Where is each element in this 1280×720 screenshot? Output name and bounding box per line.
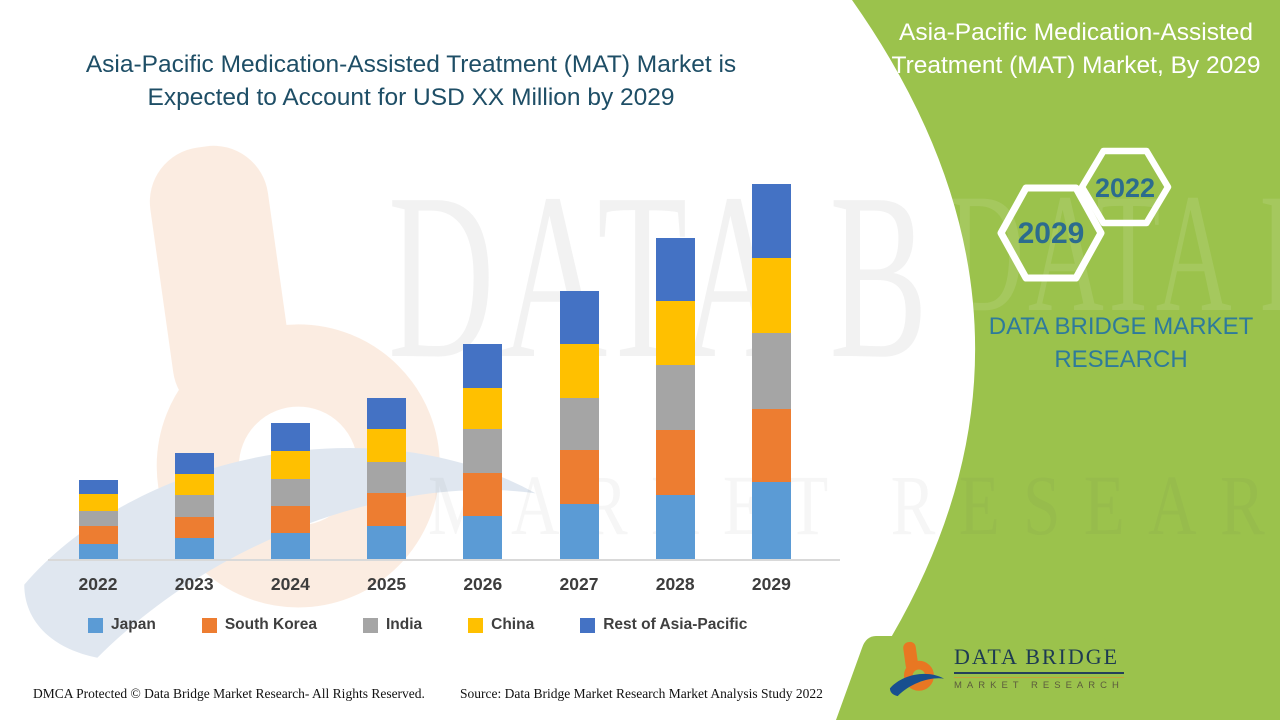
bar-segment-china xyxy=(78,494,118,511)
logo-text-block: DATA BRIDGE MARKET RESEARCH xyxy=(954,644,1124,691)
company-logo: DATA BRIDGE MARKET RESEARCH xyxy=(888,640,1124,698)
bar-segment-japan xyxy=(463,516,503,559)
bar-segment-south-korea xyxy=(655,430,695,495)
panel-title: Asia-Pacific Medication-Assisted Treatme… xyxy=(880,16,1272,82)
bar-segment-rest-of-asia-pacific xyxy=(270,423,310,451)
bar-segment-rest-of-asia-pacific xyxy=(78,480,118,494)
dmca-notice: DMCA Protected © Data Bridge Market Rese… xyxy=(33,686,425,701)
legend-label: South Korea xyxy=(224,616,317,633)
bar-segment-rest-of-asia-pacific xyxy=(559,291,599,344)
bar-segment-rest-of-asia-pacific xyxy=(463,344,503,388)
data-bridge-logo-icon xyxy=(889,641,945,697)
bar-segment-rest-of-asia-pacific xyxy=(751,184,791,258)
bar-segment-rest-of-asia-pacific xyxy=(367,398,407,429)
bar-segment-india xyxy=(270,479,310,506)
legend-swatch-icon xyxy=(580,617,596,633)
page-title: Asia-Pacific Medication-Assisted Treatme… xyxy=(58,48,764,114)
legend-item-china: China xyxy=(468,616,534,634)
bar-segment-china xyxy=(174,474,214,495)
logo-name: DATA BRIDGE xyxy=(954,644,1124,674)
bar-segment-japan xyxy=(559,504,599,559)
x-axis-line xyxy=(48,559,840,561)
legend-label: China xyxy=(491,616,535,633)
legend-swatch-icon xyxy=(88,617,103,633)
brand-name-line1: DATA BRIDGE MARKET xyxy=(988,313,1254,340)
bar-2026 xyxy=(463,344,503,559)
panel-title-line2: Treatment (MAT) Market, By 2029 xyxy=(891,52,1261,79)
bar-segment-china xyxy=(655,301,695,365)
hexagon-2022-label: 2022 xyxy=(1095,173,1155,203)
hexagon-2029-label: 2029 xyxy=(1018,217,1085,250)
legend-swatch-icon xyxy=(201,617,217,633)
bar-segment-south-korea xyxy=(174,517,214,538)
bar-segment-rest-of-asia-pacific xyxy=(655,238,695,301)
chart-legend: Japan South Korea India China Rest of Asia-P… xyxy=(88,616,747,634)
x-axis-label-2025: 2025 xyxy=(367,574,407,594)
bar-segment-south-korea xyxy=(270,506,310,533)
year-hexagons: 2029 2022 xyxy=(997,147,1172,282)
x-axis-label-2026: 2026 xyxy=(463,574,503,594)
legend-swatch-icon xyxy=(468,617,484,633)
bar-segment-china xyxy=(559,344,599,398)
source-note: Source: Data Bridge Market Research Mark… xyxy=(460,686,823,701)
legend-item-south-korea: South Korea xyxy=(201,616,317,634)
bar-segment-japan xyxy=(367,526,407,559)
bar-segment-china xyxy=(751,258,791,333)
bar-2025 xyxy=(367,398,407,559)
legend-label: Rest of Asia-Pacific xyxy=(603,616,748,633)
x-axis-label-2029: 2029 xyxy=(751,574,791,594)
page-title-line1: Asia-Pacific Medication-Assisted Treatme… xyxy=(85,51,737,78)
bar-2027 xyxy=(559,291,599,559)
bar-segment-india xyxy=(367,462,407,493)
bar-2024 xyxy=(270,423,310,559)
legend-item-japan: Japan xyxy=(88,616,156,634)
legend-swatch-icon xyxy=(362,617,378,633)
legend-item-india: India xyxy=(362,616,423,634)
bar-segment-japan xyxy=(78,544,118,559)
hexagon-2022 xyxy=(1078,147,1172,227)
x-axis-label-2022: 2022 xyxy=(78,574,118,594)
bar-segment-china xyxy=(463,388,503,429)
hexagon-2029 xyxy=(997,184,1105,282)
bar-segment-south-korea xyxy=(751,409,791,482)
bar-segment-south-korea xyxy=(78,526,118,544)
legend-item-rest-of-asia-pacific: Rest of Asia-Pacific xyxy=(580,616,747,634)
bar-segment-rest-of-asia-pacific xyxy=(174,453,214,474)
bar-segment-south-korea xyxy=(367,493,407,526)
bar-segment-china xyxy=(270,451,310,479)
legend-label: India xyxy=(385,616,423,633)
panel-title-line1: Asia-Pacific Medication-Assisted xyxy=(898,19,1254,46)
brand-name-text: DATA BRIDGE MARKET RESEARCH xyxy=(958,310,1280,376)
bar-segment-japan xyxy=(270,533,310,559)
x-axis-label-2027: 2027 xyxy=(559,574,599,594)
logo-subtitle: MARKET RESEARCH xyxy=(954,677,1124,691)
bar-segment-south-korea xyxy=(559,450,599,504)
bar-2029 xyxy=(751,184,791,559)
bar-2028 xyxy=(655,238,695,559)
bar-2023 xyxy=(174,453,214,559)
bar-segment-south-korea xyxy=(463,473,503,516)
bar-segment-india xyxy=(174,495,214,517)
bar-segment-india xyxy=(463,429,503,473)
x-axis-label-2023: 2023 xyxy=(174,574,214,594)
bar-segment-japan xyxy=(655,495,695,559)
bar-2022 xyxy=(78,480,118,559)
bar-segment-india xyxy=(559,398,599,450)
legend-label: Japan xyxy=(111,616,156,633)
bar-segment-japan xyxy=(751,482,791,559)
brand-name-line2: RESEARCH xyxy=(1054,346,1188,373)
bar-segment-india xyxy=(655,365,695,430)
bar-segment-china xyxy=(367,429,407,462)
bar-segment-japan xyxy=(174,538,214,559)
bar-segment-india xyxy=(751,333,791,409)
x-axis-label-2024: 2024 xyxy=(270,574,310,594)
bar-segment-india xyxy=(78,511,118,526)
page-title-line2: Expected to Account for USD XX Million b… xyxy=(147,84,675,111)
x-axis-label-2028: 2028 xyxy=(655,574,695,594)
